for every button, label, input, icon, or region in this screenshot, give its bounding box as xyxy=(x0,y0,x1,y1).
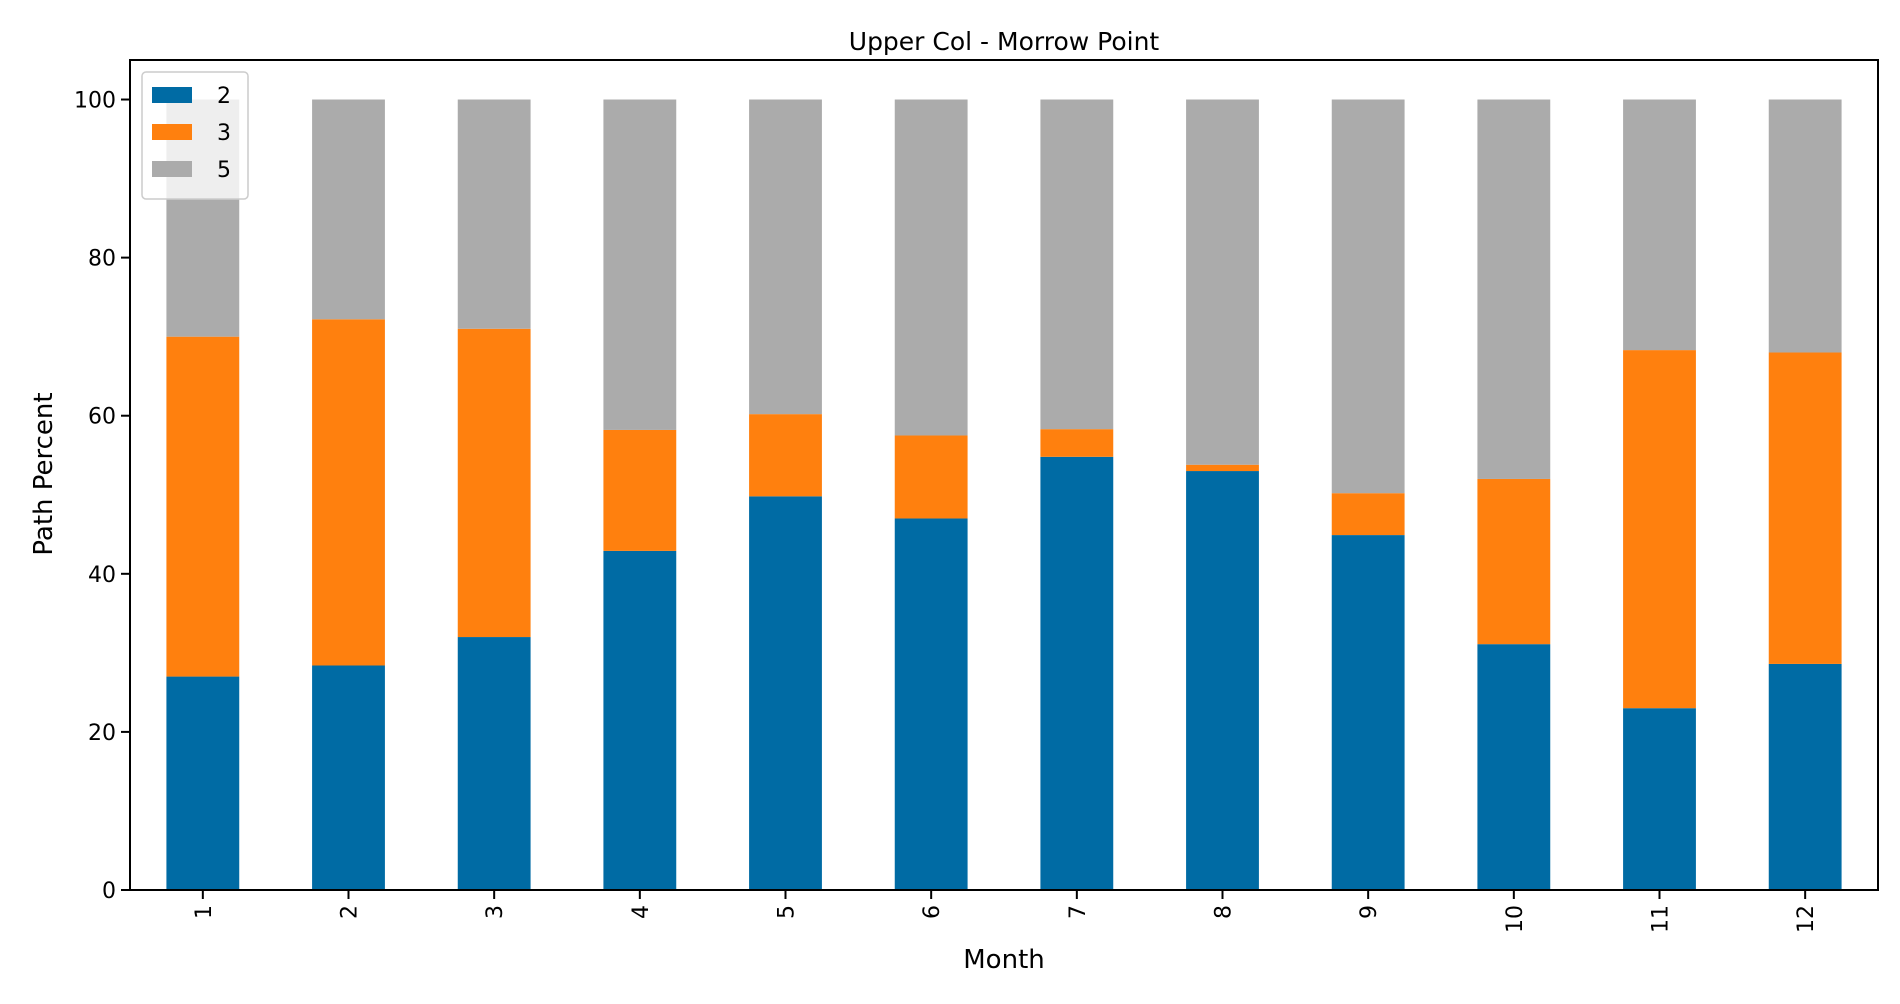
x-tick-label: 3 xyxy=(483,905,508,919)
legend: 2 3 5 xyxy=(141,71,249,200)
x-tick-label: 10 xyxy=(1503,905,1528,933)
bar-month-11-series-5 xyxy=(1623,99,1696,351)
x-tick-label: 7 xyxy=(1066,905,1091,919)
x-tick-label: 6 xyxy=(920,905,945,919)
legend-label-5: 5 xyxy=(217,158,231,183)
x-tick-label: 1 xyxy=(192,905,217,919)
bar-month-1-series-2 xyxy=(166,676,240,890)
bar-month-2-series-2 xyxy=(312,665,385,890)
plot-frame xyxy=(129,59,1879,891)
y-tick-label: 100 xyxy=(74,89,116,114)
y-tick-label: 60 xyxy=(88,405,116,430)
bar-month-9-series-5 xyxy=(1331,99,1405,494)
bar-month-12-series-2 xyxy=(1768,663,1842,890)
x-tick-label: 2 xyxy=(338,905,363,919)
bar-month-2-series-5 xyxy=(312,99,385,320)
bars-layer xyxy=(166,99,1842,890)
bar-month-9-series-3 xyxy=(1331,493,1405,536)
bar-month-4-series-5 xyxy=(603,99,677,430)
bar-month-10-series-2 xyxy=(1477,644,1551,890)
bar-month-3-series-2 xyxy=(457,637,531,890)
bar-month-11-series-2 xyxy=(1623,708,1696,890)
bar-month-11-series-3 xyxy=(1623,350,1696,709)
legend-label-2: 2 xyxy=(217,84,231,109)
bar-month-1-series-3 xyxy=(166,336,240,677)
bar-month-4-series-3 xyxy=(603,429,677,551)
bar-month-12-series-3 xyxy=(1768,352,1842,664)
bar-month-5-series-2 xyxy=(749,496,822,890)
bar-month-6-series-5 xyxy=(894,99,968,436)
bar-month-7-series-3 xyxy=(1040,429,1114,457)
x-axis-label: Month xyxy=(963,945,1045,975)
bar-month-2-series-3 xyxy=(312,319,385,666)
x-tick-label: 4 xyxy=(629,905,654,919)
bar-month-10-series-5 xyxy=(1477,99,1551,479)
bar-month-12-series-5 xyxy=(1768,99,1842,353)
legend-label-3: 3 xyxy=(217,121,231,146)
bar-month-7-series-5 xyxy=(1040,99,1114,430)
y-tick-label: 40 xyxy=(88,563,116,588)
bar-month-3-series-5 xyxy=(457,99,531,329)
bar-month-8-series-2 xyxy=(1186,471,1259,890)
bar-month-5-series-5 xyxy=(749,99,822,415)
y-tick-label: 0 xyxy=(102,879,116,904)
y-tick-label: 80 xyxy=(88,247,116,272)
bar-month-8-series-5 xyxy=(1186,99,1259,465)
bar-month-6-series-2 xyxy=(894,518,968,890)
bar-month-5-series-3 xyxy=(749,414,822,497)
legend-swatch-5 xyxy=(152,161,192,177)
bar-month-10-series-3 xyxy=(1477,478,1551,645)
bar-month-3-series-3 xyxy=(457,328,531,638)
legend-swatch-2 xyxy=(152,87,192,103)
x-tick-label: 11 xyxy=(1649,905,1674,933)
bar-month-6-series-3 xyxy=(894,435,968,519)
chart-title: Upper Col - Morrow Point xyxy=(849,27,1160,56)
x-tick-label: 8 xyxy=(1212,905,1237,919)
y-axis-label: Path Percent xyxy=(29,392,59,555)
bar-month-9-series-2 xyxy=(1331,535,1405,890)
bar-month-4-series-2 xyxy=(603,550,677,890)
bar-month-7-series-2 xyxy=(1040,456,1114,890)
x-tick-label: 12 xyxy=(1794,905,1819,933)
x-tick-label: 5 xyxy=(775,905,800,919)
x-tick-label: 9 xyxy=(1357,905,1382,919)
bar-month-8-series-3 xyxy=(1186,464,1259,472)
y-tick-label: 20 xyxy=(88,721,116,746)
legend-swatch-3 xyxy=(152,124,192,140)
